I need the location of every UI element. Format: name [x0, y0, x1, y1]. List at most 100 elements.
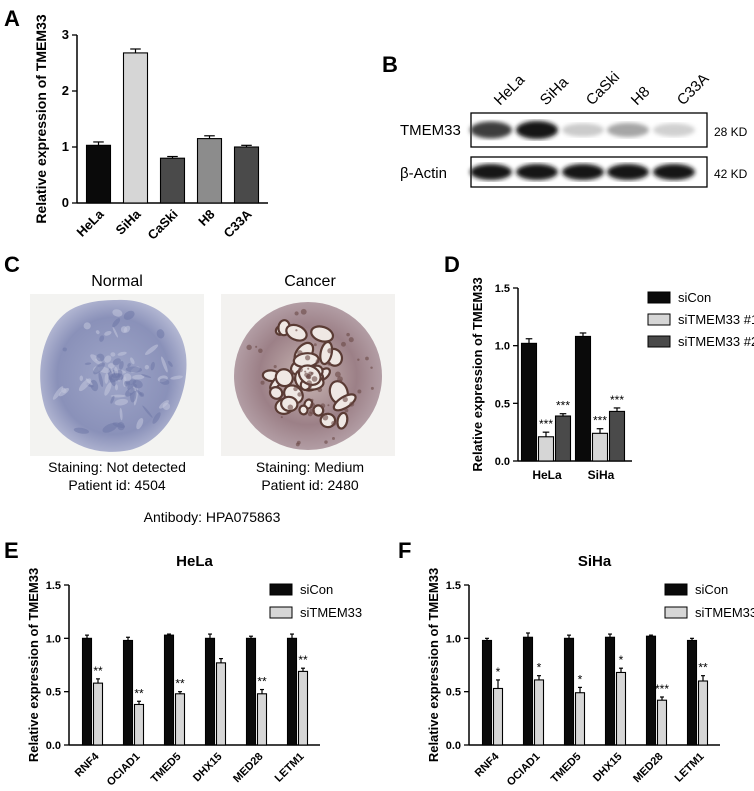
cancer-stain-dot [310, 398, 314, 402]
x-tick-label: HeLa [532, 468, 562, 482]
normal-tissue-fiber [112, 309, 123, 317]
bar [686, 639, 698, 746]
normal-tissue-fiber [104, 330, 112, 336]
blot-lane-label: HeLa [491, 71, 529, 109]
y-tick-label: 1.0 [46, 633, 61, 645]
significance-label: ** [698, 661, 708, 675]
normal-tissue-fiber [118, 361, 124, 370]
bar [656, 699, 668, 746]
cancer-stain-dot [305, 355, 311, 361]
bar [533, 679, 545, 746]
cancer-gland [336, 411, 349, 430]
cancer-stain-dot [309, 402, 316, 409]
blot-size-label-2: 42 KD [714, 167, 748, 181]
normal-tissue-fiber [142, 405, 153, 418]
bar [245, 637, 257, 746]
legend-label: siTMEM33 #2 [678, 334, 754, 349]
bar [256, 693, 268, 746]
blot-band [607, 164, 649, 180]
cancer-stain-dot [297, 367, 303, 373]
x-tick-label: TMED5 [149, 751, 184, 786]
y-tick-label: 1.0 [446, 633, 461, 645]
bar [574, 692, 586, 746]
significance-label: * [578, 672, 583, 686]
normal-tissue-fiber [130, 357, 135, 365]
significance-label: *** [655, 682, 669, 696]
significance-label: *** [610, 393, 624, 407]
cancer-stain-dot [370, 366, 373, 369]
bar [574, 335, 592, 462]
y-axis-label: Relative expression of TMEM33 [26, 568, 41, 762]
legend-swatch [647, 335, 671, 348]
cancer-stain-dot [260, 380, 265, 385]
bar [85, 144, 112, 204]
normal-tissue-fiber [61, 387, 67, 394]
legend-swatch [269, 583, 293, 596]
blot-row-label-1: TMEM33 [400, 122, 461, 139]
normal-tissue-fiber [99, 335, 105, 342]
y-axis-label: Relative expression of TMEM33 [33, 14, 49, 224]
bar [81, 637, 93, 746]
legend-swatch [647, 313, 671, 326]
chart-title: SiHa [578, 553, 612, 570]
x-tick-label: TMED5 [549, 751, 584, 786]
y-tick-label: 0.0 [495, 456, 510, 468]
significance-label: * [537, 661, 542, 675]
normal-staining: Staining: Not detected [48, 459, 186, 475]
blot-row-label-2: β-Actin [400, 165, 447, 182]
bar [697, 680, 709, 746]
normal-tissue-fiber [159, 378, 170, 385]
normal-tissue-fiber [110, 352, 116, 357]
bar [297, 670, 309, 746]
cancer-stain-dot [357, 358, 360, 361]
cancer-stain-dot [300, 308, 307, 315]
x-tick-label: SiHa [588, 468, 615, 482]
normal-tissue-fiber [120, 326, 128, 333]
cancer-stain-dot [305, 375, 309, 379]
bar [537, 436, 555, 462]
bar [174, 693, 186, 746]
bar [563, 637, 575, 746]
y-tick-label: 0.5 [446, 687, 461, 699]
normal-tissue-fiber [127, 363, 131, 368]
panel-letter-a: A [4, 6, 20, 31]
bar [133, 703, 145, 746]
cancer-stain-dot [322, 414, 329, 421]
bar [286, 637, 298, 746]
normal-tissue-fiber [112, 358, 121, 366]
y-axis-label: Relative expression of TMEM33 [470, 277, 485, 471]
cancer-patient-id: Patient id: 2480 [261, 477, 359, 493]
normal-tissue-fiber [136, 417, 144, 430]
cancer-gland [285, 323, 308, 342]
normal-tissue-fiber [125, 366, 143, 373]
normal-tissue-fiber [162, 402, 171, 410]
panel-letter-c: C [4, 252, 20, 277]
x-tick-label: MED28 [231, 751, 265, 785]
normal-tissue-fiber [152, 412, 161, 424]
legend-label: siCon [695, 582, 728, 597]
bar [215, 662, 227, 746]
bar [554, 415, 572, 462]
blot-band [562, 164, 604, 180]
cancer-stain-dot [342, 396, 348, 403]
normal-tissue-fiber [132, 374, 145, 380]
x-tick-label: RNF4 [73, 750, 102, 779]
significance-label: ** [175, 677, 185, 691]
cancer-gland [280, 395, 299, 413]
cancer-stain-dot [280, 416, 283, 419]
x-tick-label: RNF4 [473, 750, 502, 779]
cancer-stain-dot [258, 348, 263, 354]
legend-label: siCon [678, 290, 711, 305]
y-tick-label: 3 [62, 27, 69, 42]
bar [92, 682, 104, 746]
bar [204, 637, 216, 746]
cancer-tissue-texture [246, 308, 374, 447]
cancer-gland [319, 340, 334, 366]
x-tick-label: LETM1 [673, 751, 707, 785]
bar [522, 636, 534, 746]
cancer-stain-dot [297, 392, 302, 397]
cancer-stain-dot [348, 337, 354, 343]
cancer-stain-dot [294, 311, 299, 316]
cancer-stain-dot [370, 386, 374, 390]
legend-label: siCon [300, 582, 333, 597]
